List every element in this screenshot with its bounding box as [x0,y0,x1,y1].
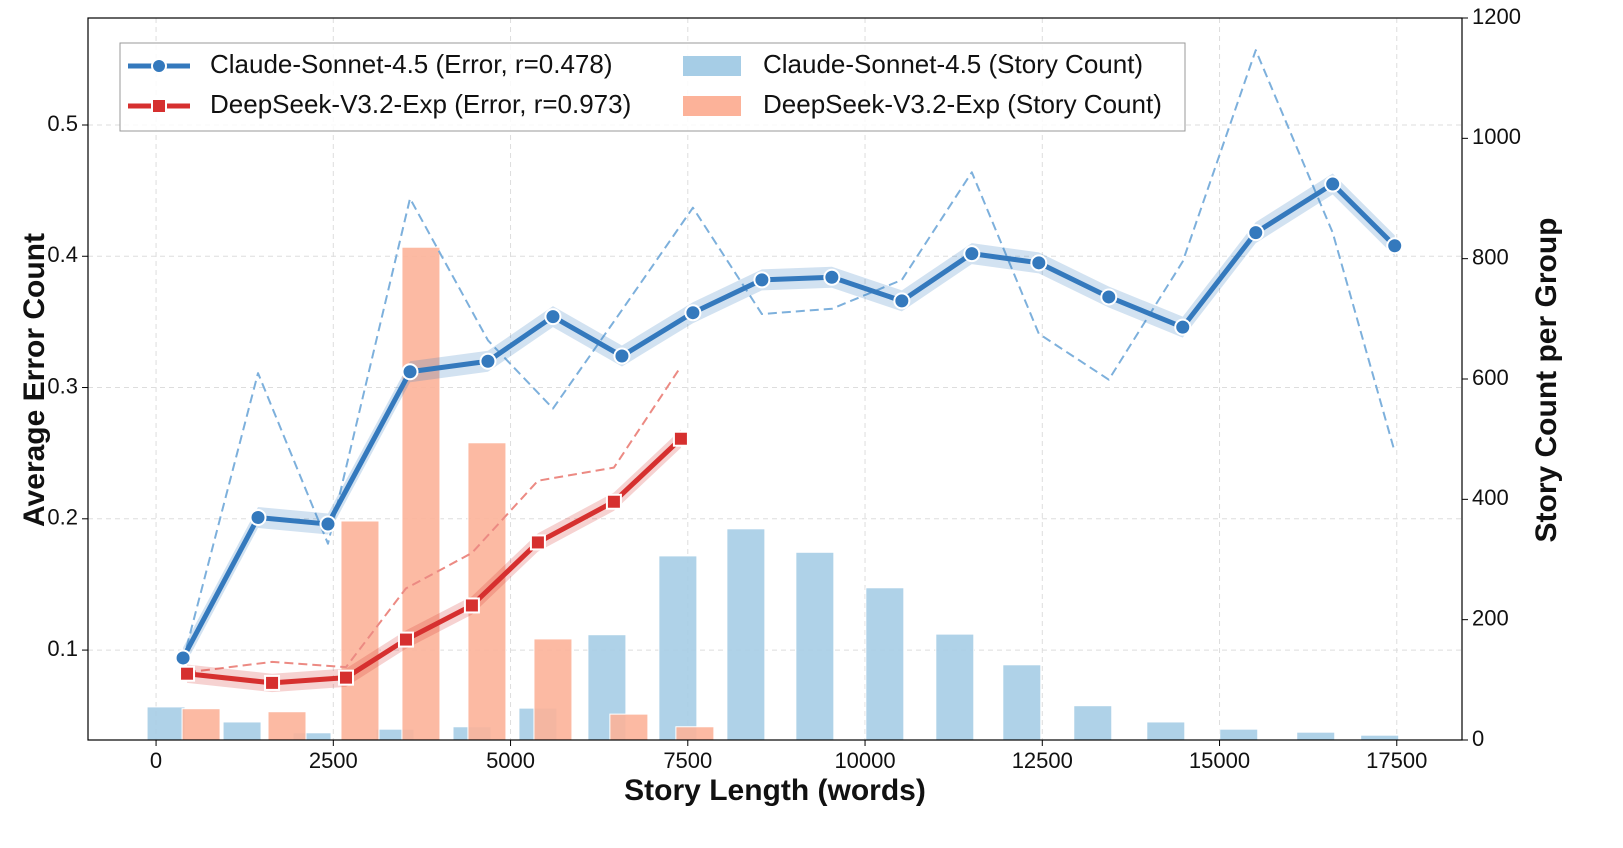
bar [609,713,649,741]
bar [401,246,441,741]
line [186,436,683,686]
x-tick-label: 17500 [1366,748,1427,773]
bar [533,638,573,741]
marker [179,665,196,682]
legend-box [119,42,1186,132]
marker [337,669,354,686]
marker [264,674,281,691]
line [180,181,1397,660]
bar [1360,734,1400,741]
legend-marker [151,58,167,74]
x-tick-label: 2500 [309,748,358,773]
bar [1146,721,1186,741]
bar [267,711,307,741]
marker [672,430,689,447]
dashed-line [186,365,682,674]
marker [963,245,981,263]
x-tick-label: 7500 [663,748,712,773]
bar [181,708,221,741]
marker [544,308,562,326]
legend-marker [151,98,167,114]
y-tick-label: 0.1 [47,636,78,661]
marker [1030,254,1048,272]
marker [1247,224,1265,242]
plot-frame [87,17,1463,741]
legend-label: Claude-Sonnet-4.5 (Story Count) [763,49,1143,79]
marker [401,363,419,381]
marker [319,515,337,533]
marker [684,304,702,322]
y2-tick-label: 200 [1472,605,1509,630]
x-axis-label: Story Length (words) [624,774,926,807]
y2-tick-label: 1200 [1472,4,1521,29]
y2-tick-label: 400 [1472,485,1509,510]
legend-swatch [683,96,741,116]
marker [463,597,480,614]
y2-tick-label: 600 [1472,365,1509,390]
marker [1386,237,1404,255]
bar [146,706,186,741]
marker [479,352,497,370]
marker [529,534,546,551]
marker [1174,318,1192,336]
bar [865,587,905,741]
bar [726,528,766,741]
y2-tick-label: 0 [1472,726,1484,751]
bar [340,520,380,741]
marker [893,292,911,310]
legend-label: DeepSeek-V3.2-Exp (Error, r=0.973) [210,89,631,119]
legend-label: Claude-Sonnet-4.5 (Error, r=0.478) [210,49,613,79]
x-tick-label: 15000 [1189,748,1250,773]
marker [397,631,414,648]
bar [675,726,715,741]
y-tick-label: 0.4 [47,242,78,267]
legend-label: DeepSeek-V3.2-Exp (Story Count) [763,89,1162,119]
y-axis-label: Average Error Count [18,233,51,527]
x-tick-label: 5000 [486,748,535,773]
marker [249,508,267,526]
marker [1324,175,1342,193]
y2-tick-label: 800 [1472,244,1509,269]
bar [1296,731,1336,741]
dashed-line [182,49,1396,661]
bar [1219,728,1259,741]
y-tick-label: 0.2 [47,505,78,530]
x-tick-label: 10000 [834,748,895,773]
marker [613,347,631,365]
marker [753,271,771,289]
y2-axis-label: Story Count per Group [1530,218,1563,543]
bar [795,551,835,741]
x-tick-label: 0 [150,748,162,773]
bar [935,633,975,741]
bar [1073,705,1113,741]
legend-swatch [683,56,741,76]
y2-tick-label: 1000 [1472,124,1521,149]
marker [605,493,622,510]
confidence-band [183,173,1395,669]
marker [1100,288,1118,306]
marker [823,268,841,286]
marker [174,649,192,667]
y-tick-label: 0.3 [47,373,78,398]
bar [658,555,698,741]
y-tick-label: 0.5 [47,111,78,136]
x-tick-label: 12500 [1012,748,1073,773]
bar [222,721,262,741]
bar [1002,664,1042,741]
